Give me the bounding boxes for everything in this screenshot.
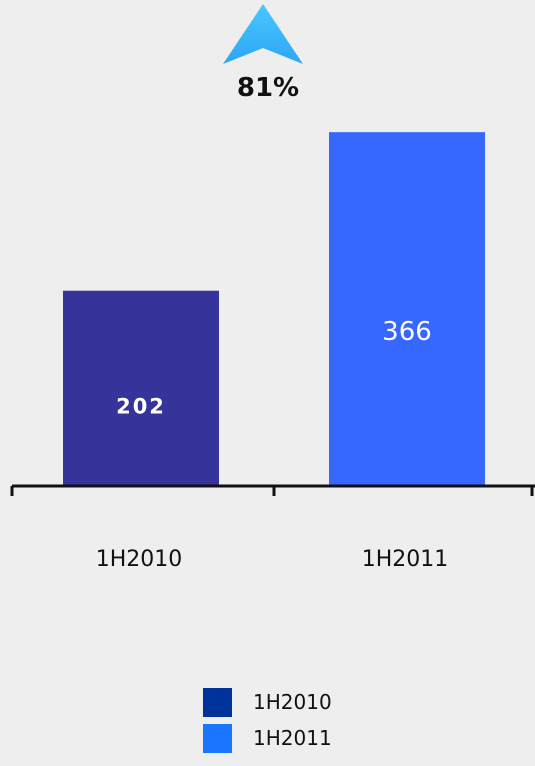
up-arrow-icon [223,4,303,64]
legend-label-1h2010: 1H2010 [253,690,332,714]
data-label-1h2011: 366 [382,317,432,347]
legend-label-1h2011: 1H2011 [253,726,332,750]
legend-swatch-1h2011 [203,723,232,753]
legend-item-1h2010: 1H2010 [203,687,332,717]
bar-1h2011 [329,132,485,486]
legend-item-1h2011: 1H2011 [203,723,332,753]
growth-percentage-label: 81% [237,73,299,103]
x-tick-label-1h2010: 1H2010 [96,547,183,572]
legend-swatch-1h2010 [203,687,232,717]
bar-1h2010 [63,290,219,486]
bars-group: 202 366 [63,132,485,486]
data-label-1h2010: 202 [116,395,166,419]
legend: 1H2010 1H2011 [203,687,332,762]
growth-annotation: 81% [223,4,303,103]
x-axis: 1H2010 1H2011 [10,484,535,572]
x-tick-label-1h2011: 1H2011 [362,547,449,572]
